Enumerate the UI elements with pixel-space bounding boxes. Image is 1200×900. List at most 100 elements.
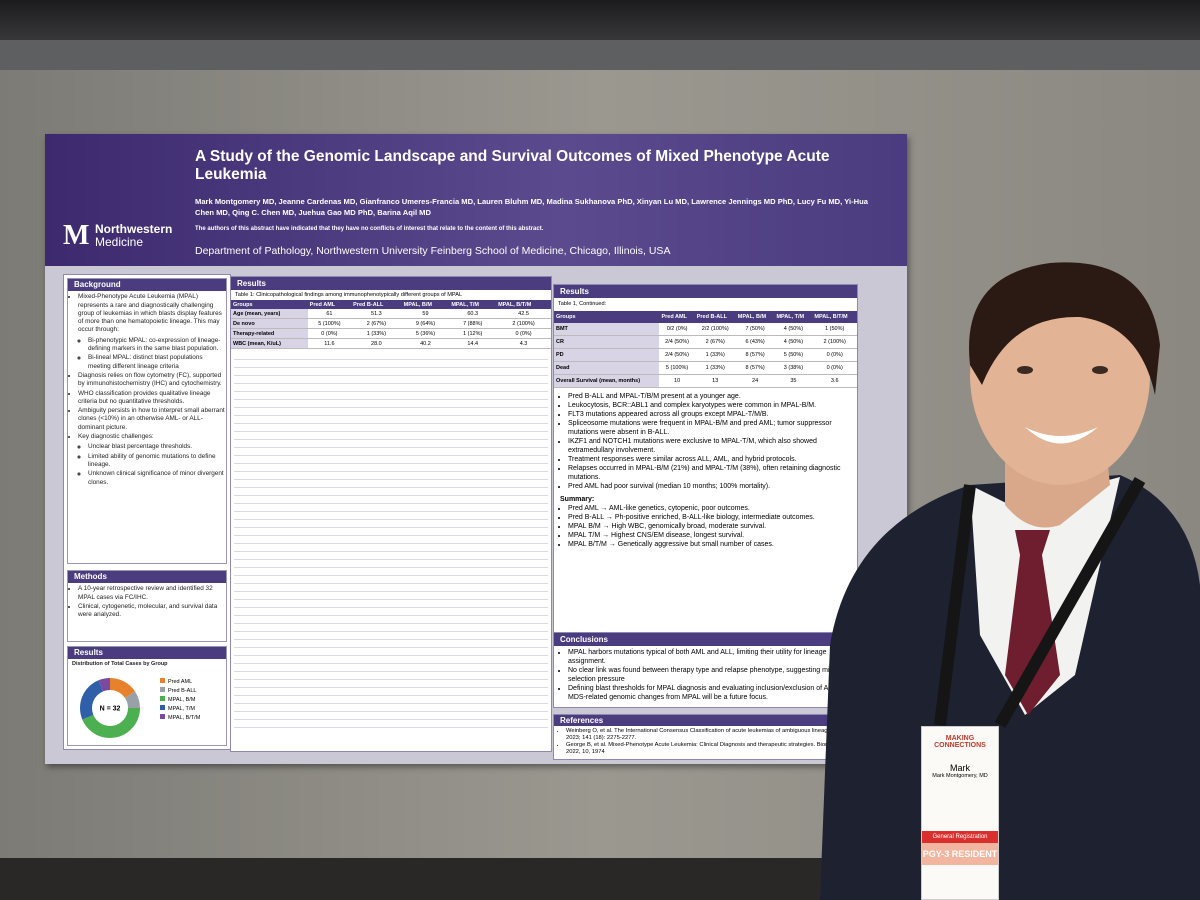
table-cell: 8 (57%) bbox=[735, 361, 775, 375]
list-item: WHO classification provides qualitative … bbox=[78, 390, 226, 407]
list-item: Pred AML had poor survival (median 10 mo… bbox=[568, 482, 857, 491]
table-caption: Table 1: Clinicopathological findings am… bbox=[235, 292, 463, 298]
header-row: Groups Pred AML Pred B-ALL MPAL, B/M MPAL, T… bbox=[231, 300, 551, 309]
table-cell: 11.6 bbox=[307, 338, 352, 349]
table-cell: 7 (88%) bbox=[449, 318, 497, 329]
table-cell: 3.6 bbox=[812, 374, 857, 388]
findings-list: Pred B-ALL and MPAL-T/B/M present at a y… bbox=[554, 392, 857, 491]
table-cell: 2/4 (50%) bbox=[659, 335, 695, 349]
table-cell: 2 (100%) bbox=[496, 318, 551, 329]
poster-header: A Study of the Genomic Landscape and Sur… bbox=[45, 134, 907, 266]
logo-sub: Medicine bbox=[95, 235, 144, 249]
legend-label: Pred AML bbox=[168, 679, 192, 685]
authors: Mark Montgomery MD, Jeanne Cardenas MD, … bbox=[195, 197, 869, 217]
item-text: Key diagnostic challenges: bbox=[78, 433, 154, 441]
results-chart-panel: Results Distribution of Total Cases by G… bbox=[67, 646, 227, 746]
legend-swatch bbox=[160, 677, 165, 683]
table-cell: 9 (64%) bbox=[401, 318, 450, 329]
table-cell: 0 (0%) bbox=[812, 348, 857, 362]
table-cell: 42.5 bbox=[496, 309, 551, 319]
display-frame bbox=[0, 40, 1200, 72]
summary-list: Pred AML → AML-like genetics, cytopenic,… bbox=[554, 504, 857, 549]
sub-item: Bi-lineal MPAL: distinct blast populatio… bbox=[88, 354, 226, 371]
name-badge: MAKING CONNECTIONS Mark Mark Montgomery,… bbox=[921, 726, 999, 900]
list-item: A 10-year retrospective review and ident… bbox=[78, 585, 226, 602]
person bbox=[820, 255, 1200, 900]
table-cell: 0 (0%) bbox=[496, 328, 551, 339]
list-item: MPAL harbors mutations typical of both A… bbox=[568, 648, 857, 666]
table-cell: De novo bbox=[231, 318, 308, 329]
table-row: Therapy-related 0 (0%) 1 (33%) 5 (36%) 1 (12… bbox=[231, 328, 551, 339]
table-row: BMT 0/2 (0%) 2/2 (100%) 7 (50%) 4 (50%) 1 (50… bbox=[554, 323, 857, 336]
table-cell: Age (mean, years) bbox=[231, 309, 308, 319]
column-header: MPAL, B/T/M bbox=[812, 311, 857, 323]
list-item: Defining blast thresholds for MPAL diagn… bbox=[568, 684, 857, 702]
table-cell: 6 (43%) bbox=[735, 335, 775, 349]
column-header: Pred B-ALL bbox=[351, 300, 402, 309]
ceiling bbox=[0, 0, 1200, 44]
donut-slice bbox=[110, 677, 135, 698]
donut-slice bbox=[80, 679, 104, 720]
section-heading: Conclusions bbox=[554, 633, 857, 646]
table-cell: 35 bbox=[774, 374, 813, 388]
item-text: Ambiguity persists in how to interpret s… bbox=[78, 407, 225, 431]
donut-slice bbox=[82, 707, 140, 738]
list-item: MPAL T/M → Highest CNS/EM disease, longe… bbox=[568, 531, 857, 540]
sub-item: Limited ability of genomic mutations to … bbox=[88, 453, 226, 470]
table-cell: 1 (33%) bbox=[694, 361, 736, 375]
list-item: MPAL B/M → High WBC, genomically broad, … bbox=[568, 522, 857, 531]
legend-swatch bbox=[160, 713, 165, 719]
logo-mark: M bbox=[63, 220, 90, 251]
table-cell: 4.3 bbox=[496, 338, 551, 349]
references-panel: References Weinberg O, et al. The Intern… bbox=[553, 714, 858, 760]
sub-item: Unknown clinical significance of minor d… bbox=[88, 470, 226, 487]
table-cell: 1 (50%) bbox=[812, 323, 857, 336]
section-heading: References bbox=[554, 715, 857, 726]
table-cell: Dead bbox=[554, 361, 660, 375]
table-row: WBC (mean, K/uL) 11.6 28.0 40.2 14.4 4.3 bbox=[231, 338, 551, 349]
table-cell: Therapy-related bbox=[231, 328, 308, 339]
column-header: Pred AML bbox=[307, 300, 352, 309]
logo: M Northwestern Medicine bbox=[63, 220, 193, 252]
list-item: Pred B-ALL → Ph-positive enriched, B-ALL… bbox=[568, 513, 857, 522]
table-cell: 1 (33%) bbox=[351, 328, 402, 339]
section-heading: Results bbox=[231, 277, 551, 290]
badge-event: MAKING CONNECTIONS bbox=[934, 735, 986, 749]
table-cell: 5 (100%) bbox=[307, 318, 352, 329]
department: Department of Pathology, Northwestern Un… bbox=[195, 245, 671, 257]
table-cell: PD bbox=[554, 348, 660, 362]
list-item: IKZF1 and NOTCH1 mutations were exclusiv… bbox=[568, 437, 857, 455]
column-header: Groups bbox=[231, 300, 308, 309]
column-header: MPAL, B/T/M bbox=[496, 300, 551, 309]
legend-label: MPAL, B/T/M bbox=[168, 715, 201, 721]
list-item: Mixed-Phenotype Acute Leukemia (MPAL) re… bbox=[78, 293, 226, 371]
legend-swatch bbox=[160, 695, 165, 701]
table-cell: 2/4 (50%) bbox=[659, 348, 695, 362]
methods-panel: Methods A 10-year retrospective review a… bbox=[67, 570, 227, 642]
list-item: Weinberg O, et al. The International Con… bbox=[566, 728, 857, 742]
methods-list: A 10-year retrospective review and ident… bbox=[68, 585, 226, 619]
table-cell: CR bbox=[554, 335, 660, 349]
poster: A Study of the Genomic Landscape and Sur… bbox=[45, 134, 907, 764]
chart-title: Distribution of Total Cases by Group bbox=[72, 661, 168, 668]
list-item: Clinical, cytogenetic, molecular, and su… bbox=[78, 603, 226, 620]
donut-slice bbox=[98, 677, 110, 691]
list-item: Relapses occurred in MPAL-B/M (21%) and … bbox=[568, 464, 857, 482]
table-row: De novo 5 (100%) 2 (67%) 9 (64%) 7 (88%) 2 (1… bbox=[231, 318, 551, 329]
section-heading: Results bbox=[68, 647, 226, 660]
table-row: PD 2/4 (50%) 1 (33%) 8 (57%) 5 (50%) 0 (0%) bbox=[554, 348, 857, 362]
badge-first-name: Mark bbox=[950, 763, 970, 773]
legend-label: MPAL, B/M bbox=[168, 697, 196, 703]
table-body-detail bbox=[234, 352, 548, 732]
sub-item: Unclear blast percentage thresholds. bbox=[88, 443, 226, 451]
smile bbox=[1025, 427, 1098, 444]
section-heading: Background bbox=[68, 279, 226, 292]
table-cell: 1 (12%) bbox=[449, 328, 497, 339]
column-header: MPAL, T/M bbox=[774, 311, 813, 323]
list-item: Treatment responses were similar across … bbox=[568, 455, 857, 464]
table-cell: 59 bbox=[401, 309, 450, 319]
table-cell: 10 bbox=[659, 374, 695, 388]
table-row: CR 2/4 (50%) 2 (67%) 6 (43%) 4 (50%) 2 (100%) bbox=[554, 335, 857, 349]
list-item: MPAL B/T/M → Genetically aggressive but … bbox=[568, 540, 857, 549]
table-cell: 5 (100%) bbox=[659, 361, 695, 375]
